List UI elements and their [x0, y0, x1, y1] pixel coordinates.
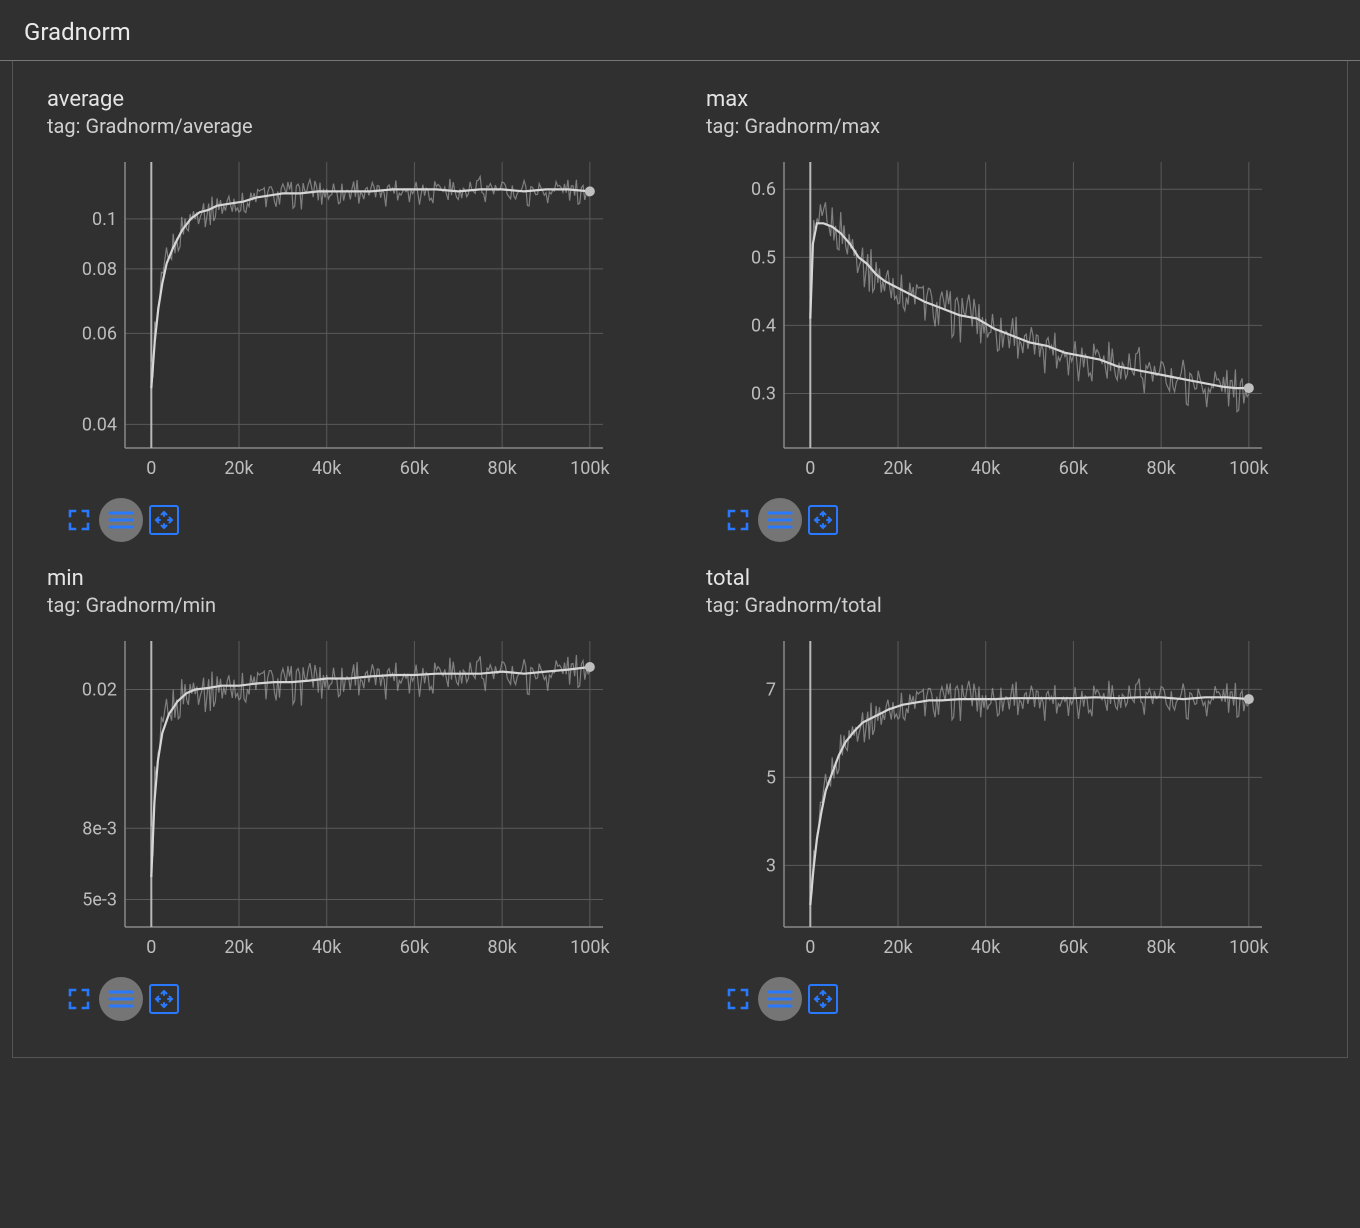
toggle-lines-button[interactable] — [99, 977, 143, 1021]
x-tick-label: 20k — [883, 937, 913, 958]
chart-average[interactable]: 0 20k 40k 60k 80k 100k 0.04 0.06 0.08 0.1 — [47, 152, 613, 488]
chart-title: total — [706, 566, 1325, 591]
x-tick-label: 40k — [312, 937, 342, 958]
fit-domain-button[interactable] — [149, 505, 179, 535]
x-tick-label: 0 — [146, 937, 156, 958]
y-tick-label: 0.3 — [751, 384, 776, 405]
x-tick-label: 40k — [971, 937, 1001, 958]
x-tick-label: 20k — [224, 458, 254, 479]
y-tick-label: 0.1 — [92, 209, 117, 230]
x-tick-label: 60k — [400, 458, 430, 479]
fit-domain-button[interactable] — [808, 505, 838, 535]
y-tick-label: 0.4 — [751, 315, 776, 336]
chart-tag: tag: Gradnorm/max — [706, 114, 1325, 138]
chart-tag: tag: Gradnorm/min — [47, 593, 666, 617]
x-tick-label: 40k — [971, 458, 1001, 479]
toggle-lines-button[interactable] — [99, 498, 143, 542]
x-tick-label: 100k — [1229, 937, 1269, 958]
chart-min[interactable]: 0 20k 40k 60k 80k 100k 5e-3 8e-3 0.02 — [47, 631, 613, 967]
x-tick-label: 100k — [1229, 458, 1269, 479]
y-tick-label: 0.06 — [82, 323, 117, 344]
toggle-lines-button[interactable] — [758, 498, 802, 542]
x-tick-label: 60k — [400, 937, 430, 958]
chart-card-total: total tag: Gradnorm/total 0 20k 40k 60k 80k 1… — [684, 560, 1335, 1027]
chart-toolbar — [65, 498, 666, 542]
charts-grid: average tag: Gradnorm/average 0 20k 40k 60k… — [12, 61, 1348, 1058]
chart-toolbar — [724, 977, 1325, 1021]
y-tick-label: 0.04 — [82, 414, 117, 435]
y-tick-label: 0.5 — [751, 247, 776, 268]
y-tick-label: 0.08 — [82, 259, 117, 280]
fit-domain-button[interactable] — [808, 984, 838, 1014]
chart-total[interactable]: 0 20k 40k 60k 80k 100k 3 5 7 — [706, 631, 1272, 967]
y-tick-label: 7 — [766, 679, 776, 700]
x-tick-label: 60k — [1059, 937, 1089, 958]
expand-button[interactable] — [724, 506, 752, 534]
chart-card-max: max tag: Gradnorm/max 020k40k60k80k100k0… — [684, 81, 1335, 548]
chart-card-average: average tag: Gradnorm/average 0 20k 40k 60k… — [25, 81, 676, 548]
x-tick-label: 100k — [570, 458, 610, 479]
chart-max[interactable]: 0 20k 40k 60k 80k 100k 0.3 0.4 0.5 0.6 — [706, 152, 1272, 488]
y-tick-label: 0.6 — [751, 179, 776, 200]
x-tick-label: 60k — [1059, 458, 1089, 479]
section-panel: Gradnorm average tag: Gradnorm/average 0… — [0, 0, 1360, 1058]
x-tick-label: 80k — [1146, 458, 1176, 479]
x-tick-label: 40k — [312, 458, 342, 479]
y-tick-label: 5e-3 — [82, 889, 117, 910]
x-tick-label: 0 — [805, 458, 815, 479]
x-tick-label: 20k — [883, 458, 913, 479]
chart-tag: tag: Gradnorm/total — [706, 593, 1325, 617]
x-tick-label: 0 — [146, 458, 156, 479]
toggle-lines-button[interactable] — [758, 977, 802, 1021]
chart-tag: tag: Gradnorm/average — [47, 114, 666, 138]
y-tick-label: 5 — [766, 767, 776, 788]
x-tick-label: 80k — [487, 937, 517, 958]
x-tick-label: 100k — [570, 937, 610, 958]
expand-button[interactable] — [65, 985, 93, 1013]
chart-toolbar — [65, 977, 666, 1021]
x-tick-label: 0 — [805, 937, 815, 958]
x-tick-label: 80k — [487, 458, 517, 479]
x-tick-label: 20k — [224, 937, 254, 958]
chart-title: max — [706, 87, 1325, 112]
expand-button[interactable] — [65, 506, 93, 534]
section-title[interactable]: Gradnorm — [0, 0, 1360, 61]
chart-toolbar — [724, 498, 1325, 542]
chart-title: min — [47, 566, 666, 591]
y-tick-label: 8e-3 — [82, 818, 117, 839]
expand-button[interactable] — [724, 985, 752, 1013]
y-tick-label: 0.02 — [82, 679, 117, 700]
chart-card-min: min tag: Gradnorm/min 0 20k 40k 60k 80k 100k 5… — [25, 560, 676, 1027]
y-tick-label: 3 — [766, 855, 776, 876]
x-tick-label: 80k — [1146, 937, 1176, 958]
fit-domain-button[interactable] — [149, 984, 179, 1014]
chart-title: average — [47, 87, 666, 112]
